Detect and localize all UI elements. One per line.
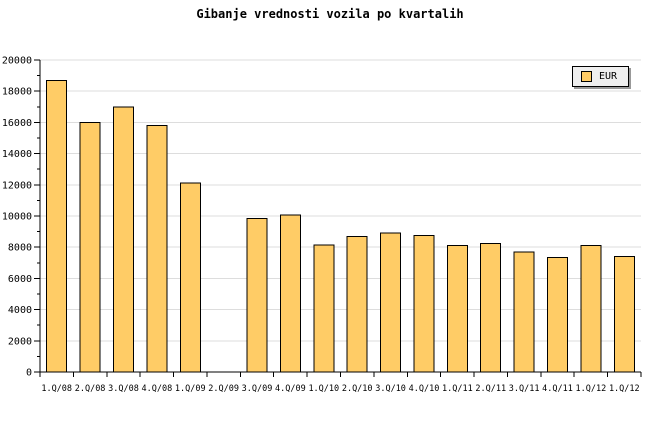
bar [446, 245, 468, 373]
x-axis-label: 4.Q/08 [142, 384, 173, 394]
bar [380, 232, 402, 373]
y-axis-label: 20000 [2, 56, 32, 67]
y-axis-label: 18000 [2, 87, 32, 98]
x-axis-label: 2.Q/11 [475, 384, 506, 394]
bar [246, 217, 268, 373]
x-axis-label: 3.Q/09 [242, 384, 273, 394]
y-axis-label: 16000 [2, 118, 32, 129]
bar [313, 244, 335, 373]
y-axis-label: 6000 [8, 274, 32, 285]
bar [513, 251, 535, 373]
y-axis-label: 8000 [8, 243, 32, 254]
chart-title: Gibanje vrednosti vozila po kvartalih [196, 7, 464, 21]
x-axis-label: 3.Q/11 [509, 384, 540, 394]
bar [279, 214, 301, 373]
y-axis-label: 12000 [2, 180, 32, 191]
x-axis-label: 1.Q/08 [41, 384, 72, 394]
bar [413, 235, 435, 373]
y-axis-label: 0 [26, 368, 32, 379]
y-axis-label: 14000 [2, 149, 32, 160]
bar [580, 245, 602, 373]
bar [46, 79, 68, 373]
bar [179, 182, 201, 373]
x-axis-label: 1.Q/09 [175, 384, 206, 394]
x-axis-label: 2.Q/08 [75, 384, 106, 394]
bar [79, 121, 101, 373]
x-axis-label: 4.Q/10 [409, 384, 440, 394]
y-axis-label: 10000 [2, 212, 32, 223]
x-axis-label: 3.Q/08 [108, 384, 139, 394]
x-axis-label: 1.Q/10 [308, 384, 339, 394]
y-axis-label: 4000 [8, 305, 32, 316]
x-axis-label: 2.Q/09 [208, 384, 239, 394]
x-axis-label: 4.Q/09 [275, 384, 306, 394]
x-axis-label: 1.Q/12 [609, 384, 640, 394]
bar [146, 125, 168, 373]
x-axis-label: 1.Q/12 [576, 384, 607, 394]
bar [113, 106, 134, 373]
bar [547, 256, 568, 373]
legend: EUR [572, 66, 629, 87]
x-axis-label: 1.Q/11 [442, 384, 473, 394]
bar [480, 242, 502, 373]
bar [613, 256, 635, 373]
x-axis-label: 2.Q/10 [342, 384, 373, 394]
y-axis-label: 2000 [8, 336, 32, 347]
legend-swatch-icon [581, 71, 592, 82]
x-axis-label: 4.Q/11 [542, 384, 573, 394]
bar [346, 235, 368, 373]
x-axis-label: 3.Q/10 [375, 384, 406, 394]
legend-label: EUR [599, 71, 618, 82]
